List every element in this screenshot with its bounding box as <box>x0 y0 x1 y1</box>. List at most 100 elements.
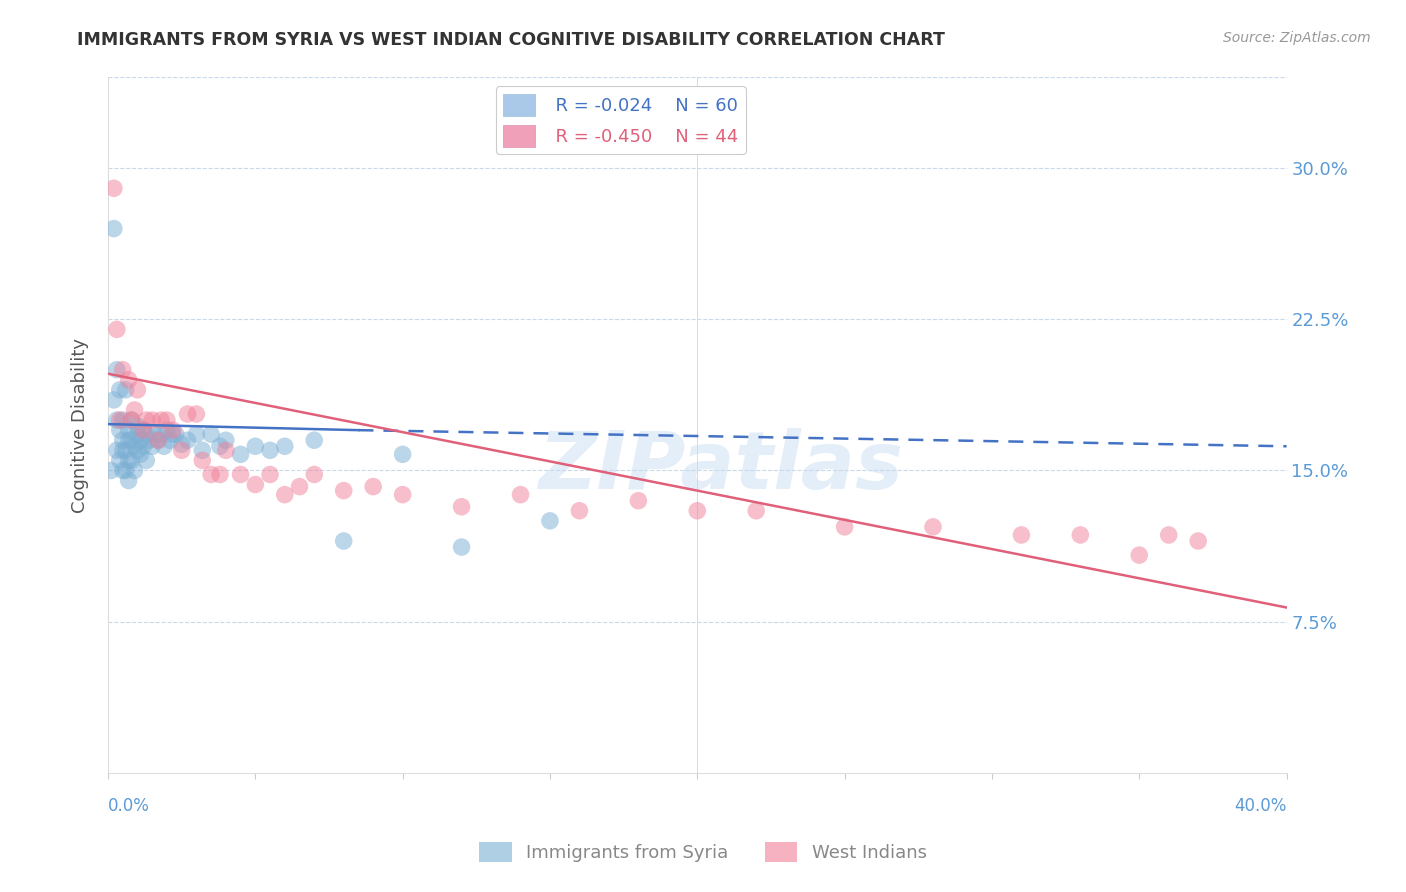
Point <box>200 467 222 482</box>
Point <box>111 413 134 427</box>
Point <box>143 427 166 442</box>
Point <box>162 423 184 437</box>
Point <box>150 427 173 442</box>
Point <box>129 447 152 461</box>
Point <box>135 453 157 467</box>
Point <box>117 373 139 387</box>
Point <box>129 434 152 448</box>
Point <box>141 413 163 427</box>
Point <box>162 427 184 442</box>
Point <box>922 520 945 534</box>
Point <box>114 443 136 458</box>
Point <box>146 434 169 448</box>
Point <box>450 540 472 554</box>
Legend:   R = -0.024    N = 60,   R = -0.450    N = 44: R = -0.024 N = 60, R = -0.450 N = 44 <box>495 87 745 154</box>
Point <box>127 443 149 458</box>
Point <box>135 427 157 442</box>
Point <box>124 439 146 453</box>
Point <box>132 439 155 453</box>
Point <box>121 453 143 467</box>
Point <box>111 362 134 376</box>
Point <box>127 419 149 434</box>
Point <box>132 423 155 437</box>
Point <box>304 467 326 482</box>
Point <box>121 413 143 427</box>
Point <box>146 434 169 448</box>
Point <box>108 453 131 467</box>
Point <box>627 493 650 508</box>
Point <box>215 443 238 458</box>
Point <box>108 383 131 397</box>
Point <box>124 463 146 477</box>
Point <box>105 362 128 376</box>
Point <box>509 488 531 502</box>
Point <box>156 423 179 437</box>
Point <box>208 439 231 453</box>
Point <box>245 477 267 491</box>
Point <box>135 413 157 427</box>
Point <box>361 479 384 493</box>
Point <box>274 439 297 453</box>
Point <box>117 434 139 448</box>
Point <box>114 463 136 477</box>
Point <box>834 520 856 534</box>
Point <box>332 483 354 498</box>
Point <box>114 383 136 397</box>
Point <box>191 453 214 467</box>
Point <box>159 434 181 448</box>
Point <box>229 467 252 482</box>
Point <box>229 447 252 461</box>
Point <box>259 443 281 458</box>
Text: ZIPatlas: ZIPatlas <box>538 428 904 506</box>
Point <box>108 423 131 437</box>
Point <box>103 221 125 235</box>
Point <box>105 443 128 458</box>
Point <box>391 447 413 461</box>
Point <box>111 443 134 458</box>
Y-axis label: Cognitive Disability: Cognitive Disability <box>72 337 89 513</box>
Text: Source: ZipAtlas.com: Source: ZipAtlas.com <box>1223 31 1371 45</box>
Point <box>538 514 561 528</box>
Point <box>150 413 173 427</box>
Point <box>170 443 193 458</box>
Point <box>141 439 163 453</box>
Point <box>170 437 193 451</box>
Point <box>153 439 176 453</box>
Point <box>288 479 311 493</box>
Point <box>1157 528 1180 542</box>
Point <box>117 474 139 488</box>
Point <box>127 383 149 397</box>
Point <box>100 463 122 477</box>
Point <box>127 427 149 442</box>
Text: 40.0%: 40.0% <box>1234 797 1286 815</box>
Point <box>138 434 160 448</box>
Point <box>165 427 187 442</box>
Point <box>1128 548 1150 562</box>
Point <box>108 413 131 427</box>
Point <box>111 434 134 448</box>
Point <box>304 434 326 448</box>
Point <box>176 407 198 421</box>
Point <box>200 427 222 442</box>
Point <box>1010 528 1032 542</box>
Point <box>274 488 297 502</box>
Point <box>208 467 231 482</box>
Point <box>121 434 143 448</box>
Point <box>105 322 128 336</box>
Point <box>332 534 354 549</box>
Point <box>568 504 591 518</box>
Point <box>191 443 214 458</box>
Text: IMMIGRANTS FROM SYRIA VS WEST INDIAN COGNITIVE DISABILITY CORRELATION CHART: IMMIGRANTS FROM SYRIA VS WEST INDIAN COG… <box>77 31 945 49</box>
Point <box>103 392 125 407</box>
Text: 0.0%: 0.0% <box>108 797 150 815</box>
Point <box>121 413 143 427</box>
Point <box>132 423 155 437</box>
Point <box>186 407 208 421</box>
Point <box>111 463 134 477</box>
Point <box>186 427 208 442</box>
Point <box>105 413 128 427</box>
Point <box>117 453 139 467</box>
Point <box>745 504 768 518</box>
Point <box>156 413 179 427</box>
Point <box>450 500 472 514</box>
